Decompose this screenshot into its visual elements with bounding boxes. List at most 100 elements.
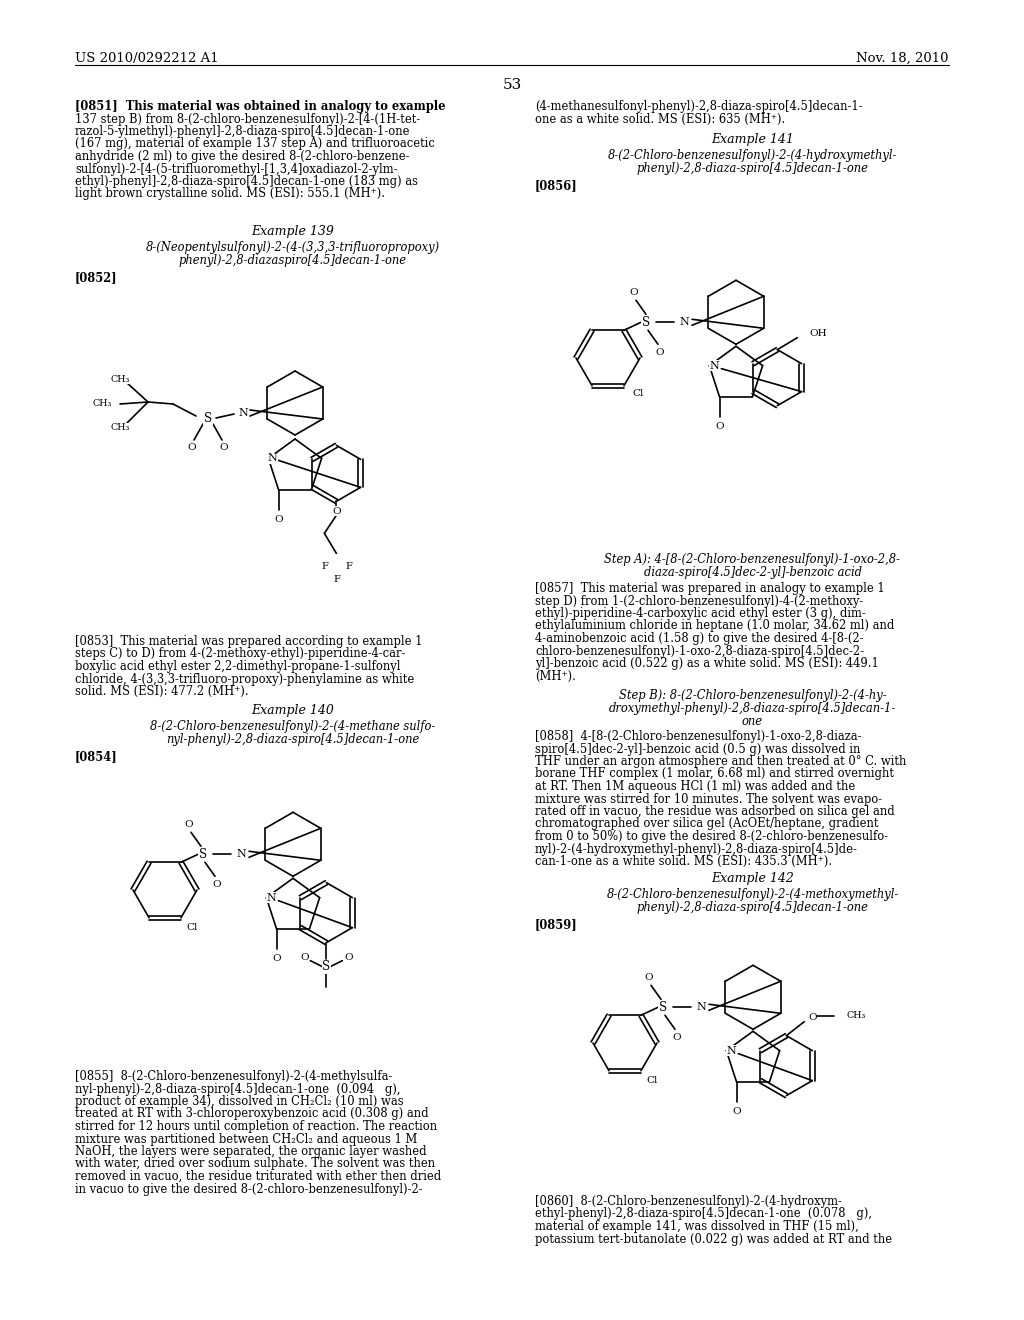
Text: [0852]: [0852] — [75, 271, 118, 284]
Text: chloride, 4-(3,3,3-trifluoro-propoxy)-phenylamine as white: chloride, 4-(3,3,3-trifluoro-propoxy)-ph… — [75, 672, 415, 685]
Text: light brown crystalline solid. MS (ESI): 555.1 (MH⁺).: light brown crystalline solid. MS (ESI):… — [75, 187, 385, 201]
Text: N: N — [267, 453, 278, 463]
Text: O: O — [187, 444, 197, 453]
Text: O: O — [332, 507, 341, 516]
Text: phenyl)-2,8-diaza-spiro[4.5]decan-1-one: phenyl)-2,8-diaza-spiro[4.5]decan-1-one — [637, 902, 868, 913]
Text: S: S — [642, 315, 650, 329]
Text: N: N — [710, 360, 719, 371]
Text: (4-methanesulfonyl-phenyl)-2,8-diaza-spiro[4.5]decan-1-: (4-methanesulfonyl-phenyl)-2,8-diaza-spi… — [535, 100, 862, 114]
Text: N: N — [239, 408, 248, 418]
Text: from 0 to 50%) to give the desired 8-(2-chloro-benzenesulfo-: from 0 to 50%) to give the desired 8-(2-… — [535, 830, 888, 843]
Text: stirred for 12 hours until completion of reaction. The reaction: stirred for 12 hours until completion of… — [75, 1119, 437, 1133]
Text: can-1-one as a white solid. MS (ESI): 435.3 (MH⁺).: can-1-one as a white solid. MS (ESI): 43… — [535, 855, 833, 869]
Text: S: S — [199, 847, 207, 861]
Text: F: F — [321, 562, 328, 570]
Text: THF under an argon atmosphere and then treated at 0° C. with: THF under an argon atmosphere and then t… — [535, 755, 906, 768]
Text: US 2010/0292212 A1: US 2010/0292212 A1 — [75, 51, 219, 65]
Text: Example 139: Example 139 — [251, 224, 334, 238]
Text: CH₃: CH₃ — [111, 375, 130, 384]
Text: N: N — [679, 317, 689, 327]
Text: ethyl-phenyl)-2,8-diaza-spiro[4.5]decan-1-one  (0.078   g),: ethyl-phenyl)-2,8-diaza-spiro[4.5]decan-… — [535, 1208, 872, 1221]
Text: [0855]  8-(2-Chloro-benzenesulfonyl)-2-(4-methylsulfa-: [0855] 8-(2-Chloro-benzenesulfonyl)-2-(4… — [75, 1071, 392, 1082]
Text: Cl: Cl — [646, 1076, 657, 1085]
Text: 8-(2-Chloro-benzenesulfonyl)-2-(4-methoxymethyl-: 8-(2-Chloro-benzenesulfonyl)-2-(4-methox… — [606, 888, 899, 902]
Text: [0851]  This material was obtained in analogy to example: [0851] This material was obtained in ana… — [75, 100, 445, 114]
Text: S: S — [204, 412, 212, 425]
Text: O: O — [213, 880, 221, 888]
Text: (MH⁺).: (MH⁺). — [535, 669, 575, 682]
Text: O: O — [808, 1014, 817, 1022]
Text: (167 mg), material of example 137 step A) and trifluoroacetic: (167 mg), material of example 137 step A… — [75, 137, 435, 150]
Text: N: N — [266, 892, 276, 903]
Text: O: O — [732, 1107, 740, 1117]
Text: ethyl)-phenyl]-2,8-diaza-spiro[4.5]decan-1-one (183 mg) as: ethyl)-phenyl]-2,8-diaza-spiro[4.5]decan… — [75, 176, 418, 187]
Text: O: O — [272, 954, 281, 964]
Text: O: O — [630, 288, 638, 297]
Text: chloro-benzenesulfonyl)-1-oxo-2,8-diaza-spiro[4.5]dec-2-: chloro-benzenesulfonyl)-1-oxo-2,8-diaza-… — [535, 644, 864, 657]
Text: sulfonyl)-2-[4-(5-trifluoromethyl-[1,3,4]oxadiazol-2-ylm-: sulfonyl)-2-[4-(5-trifluoromethyl-[1,3,4… — [75, 162, 397, 176]
Text: [0857]  This material was prepared in analogy to example 1: [0857] This material was prepared in ana… — [535, 582, 885, 595]
Text: Cl: Cl — [186, 923, 198, 932]
Text: spiro[4.5]dec-2-yl]-benzoic acid (0.5 g) was dissolved in: spiro[4.5]dec-2-yl]-benzoic acid (0.5 g)… — [535, 742, 860, 755]
Text: O: O — [673, 1032, 681, 1041]
Text: Example 142: Example 142 — [711, 873, 794, 884]
Text: Step B): 8-(2-Chloro-benzenesulfonyl)-2-(4-hy-: Step B): 8-(2-Chloro-benzenesulfonyl)-2-… — [618, 689, 887, 702]
Text: yl]-benzoic acid (0.522 g) as a white solid. MS (ESI): 449.1: yl]-benzoic acid (0.522 g) as a white so… — [535, 657, 879, 671]
Text: O: O — [184, 820, 194, 829]
Text: [0854]: [0854] — [75, 750, 118, 763]
Text: nyl-phenyl)-2,8-diaza-spiro[4.5]decan-1-one: nyl-phenyl)-2,8-diaza-spiro[4.5]decan-1-… — [166, 733, 419, 746]
Text: mixture was stirred for 10 minutes. The solvent was evapo-: mixture was stirred for 10 minutes. The … — [535, 792, 882, 805]
Text: [0853]  This material was prepared according to example 1: [0853] This material was prepared accord… — [75, 635, 423, 648]
Text: [0859]: [0859] — [535, 917, 578, 931]
Text: nyl)-2-(4-hydroxymethyl-phenyl)-2,8-diaza-spiro[4.5]de-: nyl)-2-(4-hydroxymethyl-phenyl)-2,8-diaz… — [535, 842, 858, 855]
Text: steps C) to D) from 4-(2-methoxy-ethyl)-piperidine-4-car-: steps C) to D) from 4-(2-methoxy-ethyl)-… — [75, 648, 406, 660]
Text: one as a white solid. MS (ESI): 635 (MH⁺).: one as a white solid. MS (ESI): 635 (MH⁺… — [535, 112, 785, 125]
Text: OH: OH — [809, 329, 827, 338]
Text: O: O — [220, 444, 228, 453]
Text: S: S — [323, 960, 331, 973]
Text: Example 141: Example 141 — [711, 133, 794, 147]
Text: [0858]  4-[8-(2-Chloro-benzenesulfonyl)-1-oxo-2,8-diaza-: [0858] 4-[8-(2-Chloro-benzenesulfonyl)-1… — [535, 730, 861, 743]
Text: O: O — [344, 953, 352, 962]
Text: step D) from 1-(2-chloro-benzenesulfonyl)-4-(2-methoxy-: step D) from 1-(2-chloro-benzenesulfonyl… — [535, 594, 863, 607]
Text: rated off in vacuo, the residue was adsorbed on silica gel and: rated off in vacuo, the residue was adso… — [535, 805, 895, 818]
Text: diaza-spiro[4.5]dec-2-yl]-benzoic acid: diaza-spiro[4.5]dec-2-yl]-benzoic acid — [643, 566, 861, 579]
Text: chromatographed over silica gel (AcOEt/heptane, gradient: chromatographed over silica gel (AcOEt/h… — [535, 817, 879, 830]
Text: O: O — [274, 515, 283, 524]
Text: N: N — [696, 1002, 706, 1012]
Text: ethyl)-piperidine-4-carboxylic acid ethyl ester (3 g), dim-: ethyl)-piperidine-4-carboxylic acid ethy… — [535, 607, 865, 620]
Text: Nov. 18, 2010: Nov. 18, 2010 — [856, 51, 949, 65]
Text: nyl-phenyl)-2,8-diaza-spiro[4.5]decan-1-one  (0.094   g),: nyl-phenyl)-2,8-diaza-spiro[4.5]decan-1-… — [75, 1082, 400, 1096]
Text: 8-(2-Chloro-benzenesulfonyl)-2-(4-methane sulfo-: 8-(2-Chloro-benzenesulfonyl)-2-(4-methan… — [150, 719, 435, 733]
Text: borane THF complex (1 molar, 6.68 ml) and stirred overnight: borane THF complex (1 molar, 6.68 ml) an… — [535, 767, 894, 780]
Text: treated at RT with 3-chloroperoxybenzoic acid (0.308 g) and: treated at RT with 3-chloroperoxybenzoic… — [75, 1107, 429, 1121]
Text: N: N — [726, 1045, 736, 1056]
Text: Example 140: Example 140 — [251, 704, 334, 717]
Text: solid. MS (ESI): 477.2 (MH⁺).: solid. MS (ESI): 477.2 (MH⁺). — [75, 685, 249, 698]
Text: [0856]: [0856] — [535, 180, 578, 191]
Text: CH₃: CH₃ — [847, 1011, 865, 1020]
Text: phenyl)-2,8-diazaspiro[4.5]decan-1-one: phenyl)-2,8-diazaspiro[4.5]decan-1-one — [178, 253, 407, 267]
Text: at RT. Then 1M aqueous HCl (1 ml) was added and the: at RT. Then 1M aqueous HCl (1 ml) was ad… — [535, 780, 855, 793]
Text: anhydride (2 ml) to give the desired 8-(2-chloro-benzene-: anhydride (2 ml) to give the desired 8-(… — [75, 150, 410, 162]
Text: NaOH, the layers were separated, the organic layer washed: NaOH, the layers were separated, the org… — [75, 1144, 427, 1158]
Text: N: N — [237, 849, 246, 859]
Text: F: F — [345, 562, 352, 570]
Text: ethylaluminium chloride in heptane (1.0 molar, 34.62 ml) and: ethylaluminium chloride in heptane (1.0 … — [535, 619, 894, 632]
Text: [0860]  8-(2-Chloro-benzenesulfonyl)-2-(4-hydroxym-: [0860] 8-(2-Chloro-benzenesulfonyl)-2-(4… — [535, 1195, 842, 1208]
Text: CH₃: CH₃ — [111, 424, 130, 433]
Text: 8-(2-Chloro-benzenesulfonyl)-2-(4-hydroxymethyl-: 8-(2-Chloro-benzenesulfonyl)-2-(4-hydrox… — [608, 149, 897, 162]
Text: phenyl)-2,8-diaza-spiro[4.5]decan-1-one: phenyl)-2,8-diaza-spiro[4.5]decan-1-one — [637, 162, 868, 176]
Text: F: F — [333, 574, 340, 583]
Text: with water, dried over sodium sulphate. The solvent was then: with water, dried over sodium sulphate. … — [75, 1158, 435, 1171]
Text: potassium tert-butanolate (0.022 g) was added at RT and the: potassium tert-butanolate (0.022 g) was … — [535, 1233, 892, 1246]
Text: O: O — [645, 973, 653, 982]
Text: razol-5-ylmethyl)-phenyl]-2,8-diaza-spiro[4.5]decan-1-one: razol-5-ylmethyl)-phenyl]-2,8-diaza-spir… — [75, 125, 411, 139]
Text: 137 step B) from 8-(2-chloro-benzenesulfonyl)-2-[4-(1H-tet-: 137 step B) from 8-(2-chloro-benzenesulf… — [75, 112, 420, 125]
Text: Cl: Cl — [632, 389, 643, 399]
Text: O: O — [300, 953, 308, 962]
Text: droxymethyl-phenyl)-2,8-diaza-spiro[4.5]decan-1-: droxymethyl-phenyl)-2,8-diaza-spiro[4.5]… — [609, 702, 896, 715]
Text: Step A): 4-[8-(2-Chloro-benzenesulfonyl)-1-oxo-2,8-: Step A): 4-[8-(2-Chloro-benzenesulfonyl)… — [604, 553, 900, 566]
Text: mixture was partitioned between CH₂Cl₂ and aqueous 1 M: mixture was partitioned between CH₂Cl₂ a… — [75, 1133, 418, 1146]
Text: product of example 34), dissolved in CH₂Cl₂ (10 ml) was: product of example 34), dissolved in CH₂… — [75, 1096, 403, 1107]
